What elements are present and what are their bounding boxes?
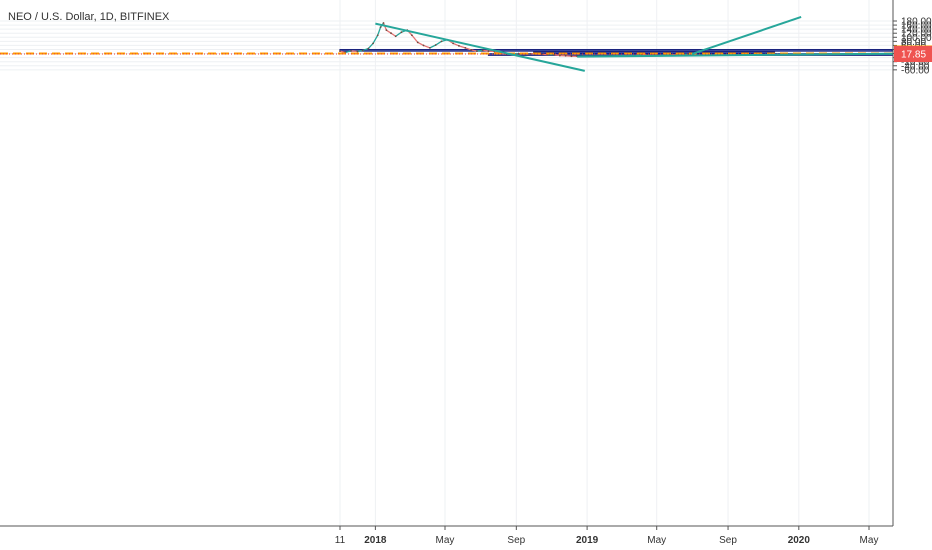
- y-tick-label: -20.00: [901, 57, 930, 68]
- price-segment: [339, 50, 346, 54]
- y-tick-label: -40.00: [901, 61, 930, 72]
- price-point: [558, 54, 561, 57]
- price-segment: [553, 53, 561, 57]
- y-tick-label: -60.00: [901, 65, 930, 76]
- price-point: [400, 31, 403, 34]
- price-point: [416, 41, 419, 44]
- price-segment: [367, 42, 374, 50]
- x-tick-label: 11: [335, 535, 346, 546]
- trend-line: [375, 22, 585, 72]
- price-point: [434, 44, 437, 46]
- price-point: [390, 32, 392, 35]
- horizontal-lines: [0, 52, 893, 55]
- x-tick-label: May: [647, 535, 666, 546]
- price-segment: [377, 26, 382, 36]
- price-point: [452, 42, 455, 45]
- price-point: [394, 35, 397, 38]
- price-segment: [350, 50, 359, 53]
- price-segment: [361, 47, 370, 52]
- price-segment: [395, 31, 403, 37]
- price-segment: [344, 50, 352, 54]
- price-point: [356, 50, 359, 53]
- y-tick-label: 120.00: [901, 29, 932, 40]
- price-segment: [411, 34, 419, 44]
- price-point: [564, 54, 567, 57]
- price-segment: [452, 42, 460, 47]
- y-tick-label: 160.00: [901, 21, 932, 32]
- price-point: [440, 40, 443, 43]
- x-tick-label: 2018: [364, 535, 387, 546]
- price-segment: [435, 40, 443, 46]
- price-segment: [482, 49, 490, 52]
- price-point: [411, 34, 413, 37]
- trend-lines: [375, 15, 893, 72]
- price-point: [367, 47, 370, 50]
- y-tick-label: 140.00: [901, 25, 932, 36]
- price-point: [382, 22, 385, 24]
- x-axis[interactable]: 11 2018 May Sep 2019 May Sep 2020 May: [0, 525, 893, 546]
- price-segment: [470, 49, 478, 52]
- price-segment: [476, 49, 484, 52]
- zone-rect: [339, 48, 893, 52]
- x-tick-label: Sep: [507, 535, 525, 546]
- price-tag-bg: [894, 45, 932, 62]
- price-point: [379, 26, 382, 29]
- trend-line: [691, 15, 802, 55]
- price-point: [470, 48, 472, 51]
- price-point: [361, 49, 364, 52]
- trend-line: [577, 52, 893, 58]
- price-point: [540, 53, 543, 56]
- x-tick-label: 2020: [788, 535, 811, 546]
- x-tick-label: 2019: [576, 535, 599, 546]
- price-point: [372, 42, 374, 45]
- price-point: [475, 50, 478, 53]
- y-tick-label: 180.00: [901, 17, 932, 28]
- y-tick-label: 100.00: [901, 33, 932, 44]
- price-point: [339, 50, 341, 53]
- price-point: [529, 52, 532, 55]
- price-segment: [458, 45, 466, 49]
- price-point: [481, 49, 484, 52]
- price-segment: [372, 34, 379, 45]
- price-point: [376, 34, 379, 37]
- x-tick-label: Sep: [719, 535, 737, 546]
- price-point: [570, 55, 573, 58]
- price-segment: [390, 32, 397, 37]
- price-segment: [385, 29, 392, 34]
- price-point: [385, 29, 388, 32]
- price-segment: [417, 41, 425, 47]
- price-point: [464, 46, 467, 49]
- price-tag: 17.85: [894, 45, 932, 62]
- y-axis[interactable]: 180.00160.00140.00120.00100.0080.0060.00…: [892, 0, 932, 526]
- price-point: [429, 46, 431, 49]
- price-tag-label: 17.85: [901, 49, 926, 60]
- price-segment: [464, 47, 472, 51]
- x-tick-label: May: [436, 535, 455, 546]
- x-tick-label: May: [860, 535, 879, 546]
- y-tick-label: 80.00: [901, 37, 926, 48]
- grid: [0, 0, 893, 526]
- price-segment: [429, 44, 437, 49]
- chart-title: NEO / U.S. Dollar, 1D, BITFINEX: [8, 11, 170, 23]
- price-point: [487, 50, 490, 53]
- price-point: [350, 50, 352, 52]
- price-point: [458, 44, 460, 47]
- price-point: [422, 44, 425, 47]
- price-segment: [422, 44, 431, 49]
